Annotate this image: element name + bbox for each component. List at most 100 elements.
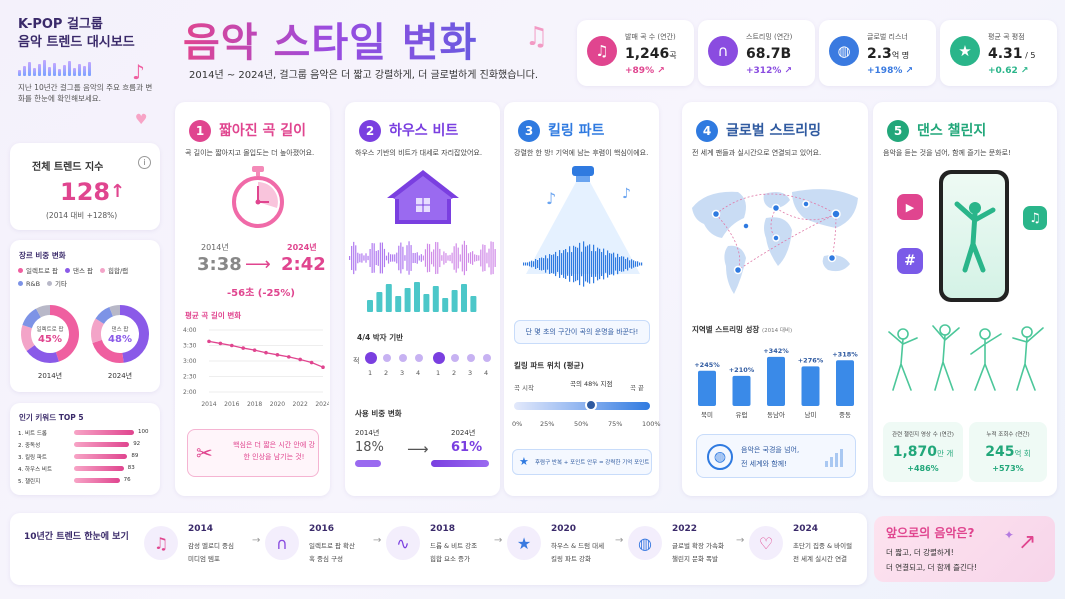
stat-unit: 억 명 [891, 51, 910, 60]
x-tick-label: 2020 [270, 401, 285, 408]
brand-line1: K-POP 걸그룹 [18, 17, 103, 32]
section-global-streaming: 4 글로벌 스트리밍 전 세계 팬들과 실시간으로 연결되고 있어요. 지역별 … [682, 102, 868, 496]
timeline-line2: 훅 중심 구성 [309, 555, 344, 563]
donut-slice [21, 325, 35, 352]
wave-spike [587, 245, 589, 283]
keyword-row: 2. 중독성 92 [18, 440, 158, 452]
y-tick-label: 2:00 [183, 389, 197, 396]
y-tick-label: 4:00 [183, 327, 197, 334]
beat-dot [451, 354, 459, 362]
info-icon[interactable]: i [138, 156, 151, 169]
wave-spike [571, 252, 573, 276]
section-subtitle: 하우스 기반의 비트가 대세로 자리잡았어요. [355, 149, 483, 157]
keyword-row: 4. 하우스 비트 83 [18, 464, 158, 476]
wave-spike [581, 251, 583, 277]
usage-year-2014: 2014년 [355, 429, 380, 437]
stat-value-row: 1,246곡 [625, 46, 677, 62]
wave-bar [402, 246, 404, 270]
beat-row-label: 적 [353, 357, 360, 365]
wave-bar [433, 249, 435, 267]
eq-bar [385, 284, 392, 312]
length-chart-title: 평균 곡 길이 변화 [185, 311, 242, 320]
wave-spike [575, 246, 577, 282]
keyword-bar [74, 454, 128, 459]
eq-bar [470, 296, 477, 312]
wave-bar [461, 244, 463, 272]
chevron-right-icon: → [736, 535, 745, 546]
position-marker [585, 399, 597, 411]
wave-spike [555, 251, 557, 277]
legend-swatch [18, 281, 23, 286]
wave-bar [428, 244, 431, 272]
timeline-line2: 힙합 요소 증가 [430, 555, 471, 563]
wave-bar [367, 255, 369, 261]
song-end-label: 곡 끝 [630, 384, 645, 392]
data-point [241, 346, 245, 350]
timeline-line1: 일렉트로 팝 확산 [309, 542, 355, 550]
bar-category-label: 중동 [839, 411, 851, 419]
bar-category-label: 유럽 [736, 410, 748, 419]
stat-change: +312% ↗ [746, 66, 793, 76]
wave-bar [422, 255, 424, 261]
usage-title: 사용 비중 변화 [355, 409, 402, 418]
bar-value-label: +245% [694, 361, 720, 369]
wave-bar [459, 254, 461, 262]
song-length-line-chart: 4:00 3:30 3:00 2:30 2:00 2014 2016 2018 2020 2022… [183, 327, 329, 408]
length-diff: -56초 (-25%) [227, 288, 295, 299]
donut-slice [22, 308, 42, 329]
wave-bar [353, 241, 355, 275]
trend-up-arrow: ↑ [110, 181, 126, 202]
wave-spike [577, 247, 579, 281]
wave-spike [565, 249, 567, 279]
usage-2014-value: 18% [355, 440, 384, 455]
donut-slice [119, 305, 149, 363]
wave-spike [633, 260, 635, 268]
donut-slice [92, 339, 124, 363]
wave-spike [537, 260, 539, 268]
stat-change: +89% ↗ [625, 66, 665, 76]
wave-spike [599, 248, 601, 280]
beat-number: 3 [468, 369, 473, 377]
legend-item: 힙합/랩 [99, 265, 129, 278]
timeline-line1: 글로벌 확장 가속화 [672, 542, 724, 550]
data-point [275, 353, 280, 357]
length-2024-value: 2:42 [281, 254, 326, 275]
chevron-right-icon: → [252, 535, 261, 546]
wave-spike [543, 258, 545, 270]
wave-bar [390, 254, 392, 262]
stat-value-row: 245억 회 [969, 444, 1047, 460]
smartphone-graphic [939, 170, 1009, 302]
wave-bar [441, 255, 443, 261]
wave-bar [355, 245, 357, 271]
wave-spike [567, 252, 569, 276]
position-tick: 75% [608, 420, 623, 428]
donut-year-label: 2024년 [108, 371, 132, 380]
insight-callout: ✂ 핵심은 더 짧은 시간 안에 강한 인상을 남기는 것! [187, 429, 319, 477]
wave-spike [551, 254, 553, 274]
future-line2: 더 연결되고, 더 함께 즐긴다! [886, 563, 977, 572]
wave-bar [379, 242, 381, 274]
wave-bar [412, 252, 414, 264]
section-killing-part: 3 킬링 파트 강렬한 한 방! 기억에 남는 후렴이 핵심이에요. ♪ ♪ 단… [504, 102, 661, 496]
house-icon [387, 170, 459, 224]
wave-bar [375, 250, 377, 266]
bar [836, 360, 854, 406]
hashtag-icon: # [897, 248, 923, 274]
timeline-year: 2020 [551, 524, 577, 534]
eq-bar [442, 298, 449, 312]
timeline-line1: 감성 멜로디 중심 [188, 542, 234, 550]
wave-bar [385, 255, 388, 261]
total-views-stat: 누적 조회수 (연간) 245억 회 +573% [969, 422, 1047, 482]
legend-label: 힙합/랩 [107, 267, 129, 275]
wave-bar [443, 251, 445, 265]
future-line1: 더 짧고, 더 강렬하게! [886, 548, 954, 557]
legend-swatch [99, 268, 105, 273]
wave-bar [365, 253, 367, 263]
legend-item: 기타 [47, 278, 67, 291]
section-number: 2 [359, 120, 381, 142]
wave-bar [373, 243, 375, 273]
timeline-year: 2016 [309, 524, 335, 534]
wave-spike [523, 262, 525, 266]
stat-card: ◍ 글로벌 리스너 2.3억 명 +198% ↗ [819, 20, 936, 86]
song-mid-label: 곡의 48% 지점 [570, 380, 613, 388]
